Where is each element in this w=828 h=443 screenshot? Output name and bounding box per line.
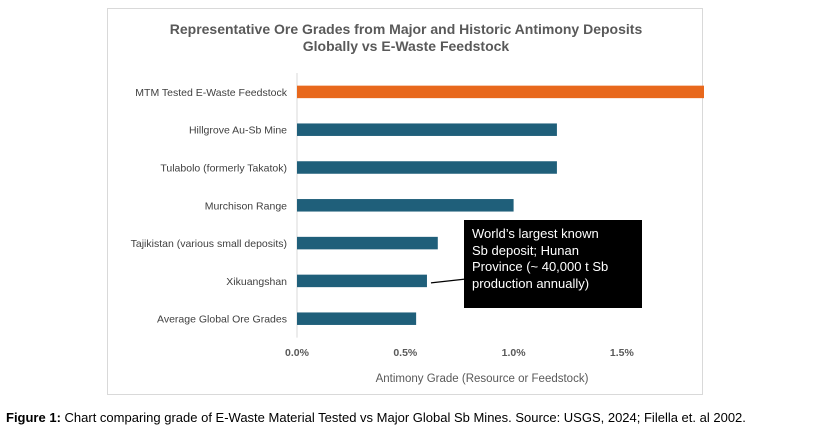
category-label: Tulabolo (formerly Takatok) bbox=[160, 163, 287, 175]
annotation-line: Province (~ 40,000 t Sb bbox=[472, 259, 609, 274]
x-tick-label: 1.0% bbox=[502, 347, 527, 359]
bar bbox=[297, 312, 417, 325]
category-label: Hillgrove Au-Sb Mine bbox=[189, 125, 287, 137]
annotation-line: production annually) bbox=[472, 275, 590, 291]
x-tick-label: 0.0% bbox=[285, 347, 310, 359]
callout-pointer-line bbox=[430, 278, 467, 284]
figure-caption: Figure 1: Chart comparing grade of E-Was… bbox=[6, 410, 746, 425]
chart-title-line: Representative Ore Grades from Major and… bbox=[170, 21, 643, 37]
bar bbox=[297, 85, 704, 99]
annotation-line: Sb deposit; Hunan bbox=[472, 242, 579, 258]
chart-frame: Representative Ore Grades from Major and… bbox=[107, 8, 704, 395]
bar bbox=[297, 161, 557, 174]
bar bbox=[297, 123, 557, 136]
annotation-line: World’s largest known bbox=[472, 226, 599, 241]
category-label: Tajikistan (various small deposits) bbox=[131, 238, 287, 250]
bar bbox=[297, 236, 438, 250]
x-tick-label: 0.5% bbox=[393, 347, 418, 359]
chart-title-line: Globally vs E-Waste Feedstock bbox=[303, 38, 510, 54]
caption-label: Figure 1: bbox=[6, 410, 61, 425]
caption-text: Chart comparing grade of E-Waste Materia… bbox=[60, 410, 746, 425]
bar-chart: Representative Ore Grades from Major and… bbox=[131, 21, 704, 385]
category-label: Murchison Range bbox=[205, 200, 287, 212]
bar bbox=[297, 199, 514, 212]
category-label: MTM Tested E-Waste Feedstock bbox=[135, 87, 287, 99]
annotation-callout: World’s largest known Sb deposit; Hunan … bbox=[464, 220, 642, 308]
x-tick-label: 1.5% bbox=[610, 347, 635, 359]
category-label: Average Global Ore Grades bbox=[157, 314, 287, 326]
x-axis-label: Antimony Grade (Resource or Feedstock) bbox=[376, 373, 589, 385]
category-label: Xikuangshan bbox=[226, 276, 287, 288]
bar bbox=[297, 274, 427, 288]
